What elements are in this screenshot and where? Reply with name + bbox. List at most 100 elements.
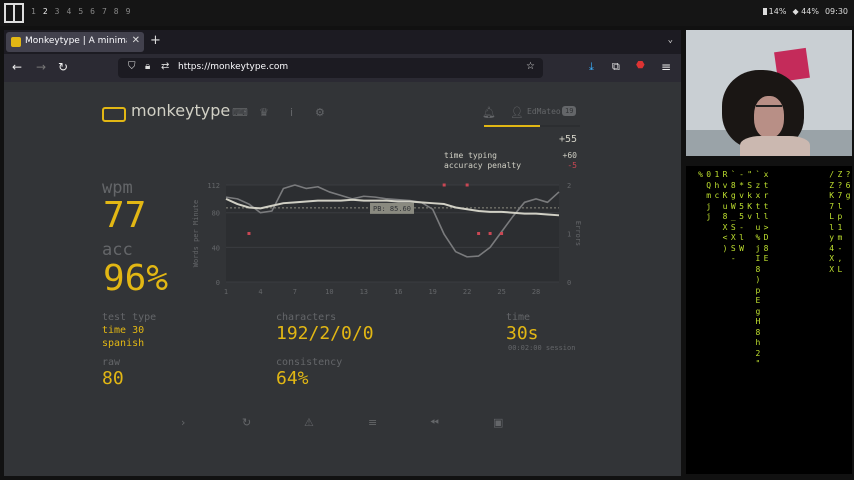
workspace-8[interactable]: 8 xyxy=(113,7,119,16)
y-tick-label: 80 xyxy=(212,210,220,218)
ublock-icon[interactable]: ⬣ xyxy=(636,60,645,71)
webcam-person-glasses xyxy=(756,105,782,111)
warning-icon[interactable]: ⚠ xyxy=(304,416,314,429)
time-value: 30s xyxy=(506,323,539,344)
crown-icon[interactable]: ♛ xyxy=(259,106,269,119)
xp-row-label: time typing xyxy=(444,151,497,160)
matrix-column: ` 8 g W _ S X S - xyxy=(730,170,736,263)
x-tick-label: 16 xyxy=(394,288,402,296)
y-right-tick-label: 1 xyxy=(567,231,571,239)
error-point xyxy=(465,183,469,187)
workspace-4[interactable]: 4 xyxy=(66,7,72,16)
tab-list-chevron-icon[interactable]: ⌄ xyxy=(667,35,673,45)
user-icon[interactable]: 👤︎ xyxy=(510,106,524,119)
browser-tab[interactable]: Monkeytype | A minimalistic ✕ xyxy=(6,32,144,52)
browser-window: Monkeytype | A minimalistic ✕ + ⌄ ← → ↻ … xyxy=(4,30,681,476)
y-tick-label: 0 xyxy=(216,279,220,287)
test-type-mode: time 30 xyxy=(102,325,145,336)
error-point xyxy=(442,183,446,187)
raw-label: raw xyxy=(102,357,121,368)
characters-value: 192/2/0/0 xyxy=(276,323,374,344)
session-time: 00:02:00 session xyxy=(508,344,576,352)
forward-button[interactable]: → xyxy=(36,60,47,74)
shield-icon[interactable]: ⛉ xyxy=(128,61,136,72)
workspace-9[interactable]: 9 xyxy=(125,7,131,16)
matrix-column: ` z x t l u % j I 8 ) p E g H 8 h 2 " xyxy=(755,170,761,368)
wifi-icon: ◆ xyxy=(792,7,799,16)
battery-icon xyxy=(762,8,767,15)
bookmark-star-icon[interactable]: ☆ xyxy=(526,61,535,72)
bell-icon[interactable]: 🔔︎ xyxy=(482,106,496,119)
raw-value: 80 xyxy=(102,368,124,389)
time-label: time xyxy=(506,312,531,323)
xp-gained: +55 xyxy=(559,134,578,145)
x-tick-label: 25 xyxy=(497,288,505,296)
xp-row-value: -5 xyxy=(567,161,577,170)
permissions-icon[interactable]: ⇄ xyxy=(161,61,170,72)
new-tab-button[interactable]: + xyxy=(150,33,161,48)
url-bar[interactable]: ⛉ 🔒︎ ⇄ https://monkeytype.com ☆ xyxy=(118,58,543,78)
reload-button[interactable]: ↻ xyxy=(58,60,69,74)
keyboard-icon[interactable]: ⌨ xyxy=(232,106,248,119)
xp-breakdown: time typing +60 accuracy penalty -5 xyxy=(444,151,577,171)
layout-icon[interactable] xyxy=(4,3,24,23)
gear-icon[interactable]: ⚙ xyxy=(315,106,325,119)
y-right-axis-label: Errors xyxy=(574,221,582,246)
close-tab-icon[interactable]: ✕ xyxy=(131,35,140,46)
workspace-1[interactable]: 1 xyxy=(31,7,36,16)
error-point xyxy=(500,232,504,235)
url-text[interactable]: https://monkeytype.com xyxy=(178,62,289,72)
workspace-6[interactable]: 6 xyxy=(90,7,95,16)
webcam-person-body xyxy=(740,136,810,156)
system-tray: 14% ◆ 44% 09:30 xyxy=(762,7,848,16)
x-tick-label: 22 xyxy=(463,288,471,296)
pb-label-background xyxy=(370,202,414,214)
logo-text[interactable]: monkeytype xyxy=(131,101,231,120)
wpm-label: wpm xyxy=(102,178,133,198)
test-type-language: spanish xyxy=(102,338,145,349)
x-tick-label: 28 xyxy=(532,288,540,296)
extensions-icon[interactable]: ⧉ xyxy=(612,60,620,73)
matrix-column: " S k K v xyxy=(747,170,753,221)
series-line-0 xyxy=(225,197,560,217)
x-tick-label: 10 xyxy=(325,288,333,296)
lock-icon[interactable]: 🔒︎ xyxy=(145,61,151,72)
pb-label: PB: 85.60 xyxy=(373,205,411,213)
xp-row-value: +60 xyxy=(562,151,577,160)
xp-row: accuracy penalty -5 xyxy=(444,161,577,171)
error-point xyxy=(477,232,481,235)
downloads-icon[interactable]: ⤓ xyxy=(589,60,594,73)
monkeytype-logo-icon[interactable] xyxy=(102,107,126,122)
xp-progress-track xyxy=(540,125,580,127)
word-history-icon[interactable]: ≡ xyxy=(368,416,378,429)
restart-icon[interactable]: ↻ xyxy=(242,416,252,429)
clock: 09:30 xyxy=(824,7,848,16)
tab-title: Monkeytype | A minimalistic xyxy=(25,36,127,46)
battery-indicator: 14% xyxy=(762,7,786,16)
webcam-feed xyxy=(686,30,852,156)
tab-strip: Monkeytype | A minimalistic ✕ + ⌄ xyxy=(4,30,681,54)
matrix-column: R v K u 8 X < ) xyxy=(722,170,728,253)
back-button[interactable]: ← xyxy=(12,60,23,74)
x-tick-label: 19 xyxy=(428,288,436,296)
menu-icon[interactable]: ≡ xyxy=(661,60,672,74)
replay-icon[interactable]: ⏪︎ xyxy=(430,416,439,429)
workspace-5[interactable]: 5 xyxy=(78,7,84,16)
workspace-3[interactable]: 3 xyxy=(54,7,60,16)
info-icon[interactable]: i xyxy=(290,106,294,119)
username[interactable]: EdMateo xyxy=(527,107,561,116)
user-level-badge: 19 xyxy=(562,106,577,116)
test-type-label: test type xyxy=(102,312,157,323)
next-test-chevron-icon[interactable]: › xyxy=(181,416,186,429)
matrix-column: - * v 5 5 - l W xyxy=(739,170,744,253)
matrix-column: 0 Q m j j xyxy=(706,170,712,221)
x-tick-label: 4 xyxy=(258,288,262,296)
workspace-2[interactable]: 2 xyxy=(42,7,48,16)
matrix-column: x t r t l > D 8 E xyxy=(763,170,769,263)
characters-label: characters xyxy=(276,312,337,323)
matrix-column: % xyxy=(698,170,703,179)
screenshot-image-icon[interactable]: ▣ xyxy=(493,416,504,429)
workspace-7[interactable]: 7 xyxy=(101,7,107,16)
y-tick-label: 40 xyxy=(212,244,220,252)
